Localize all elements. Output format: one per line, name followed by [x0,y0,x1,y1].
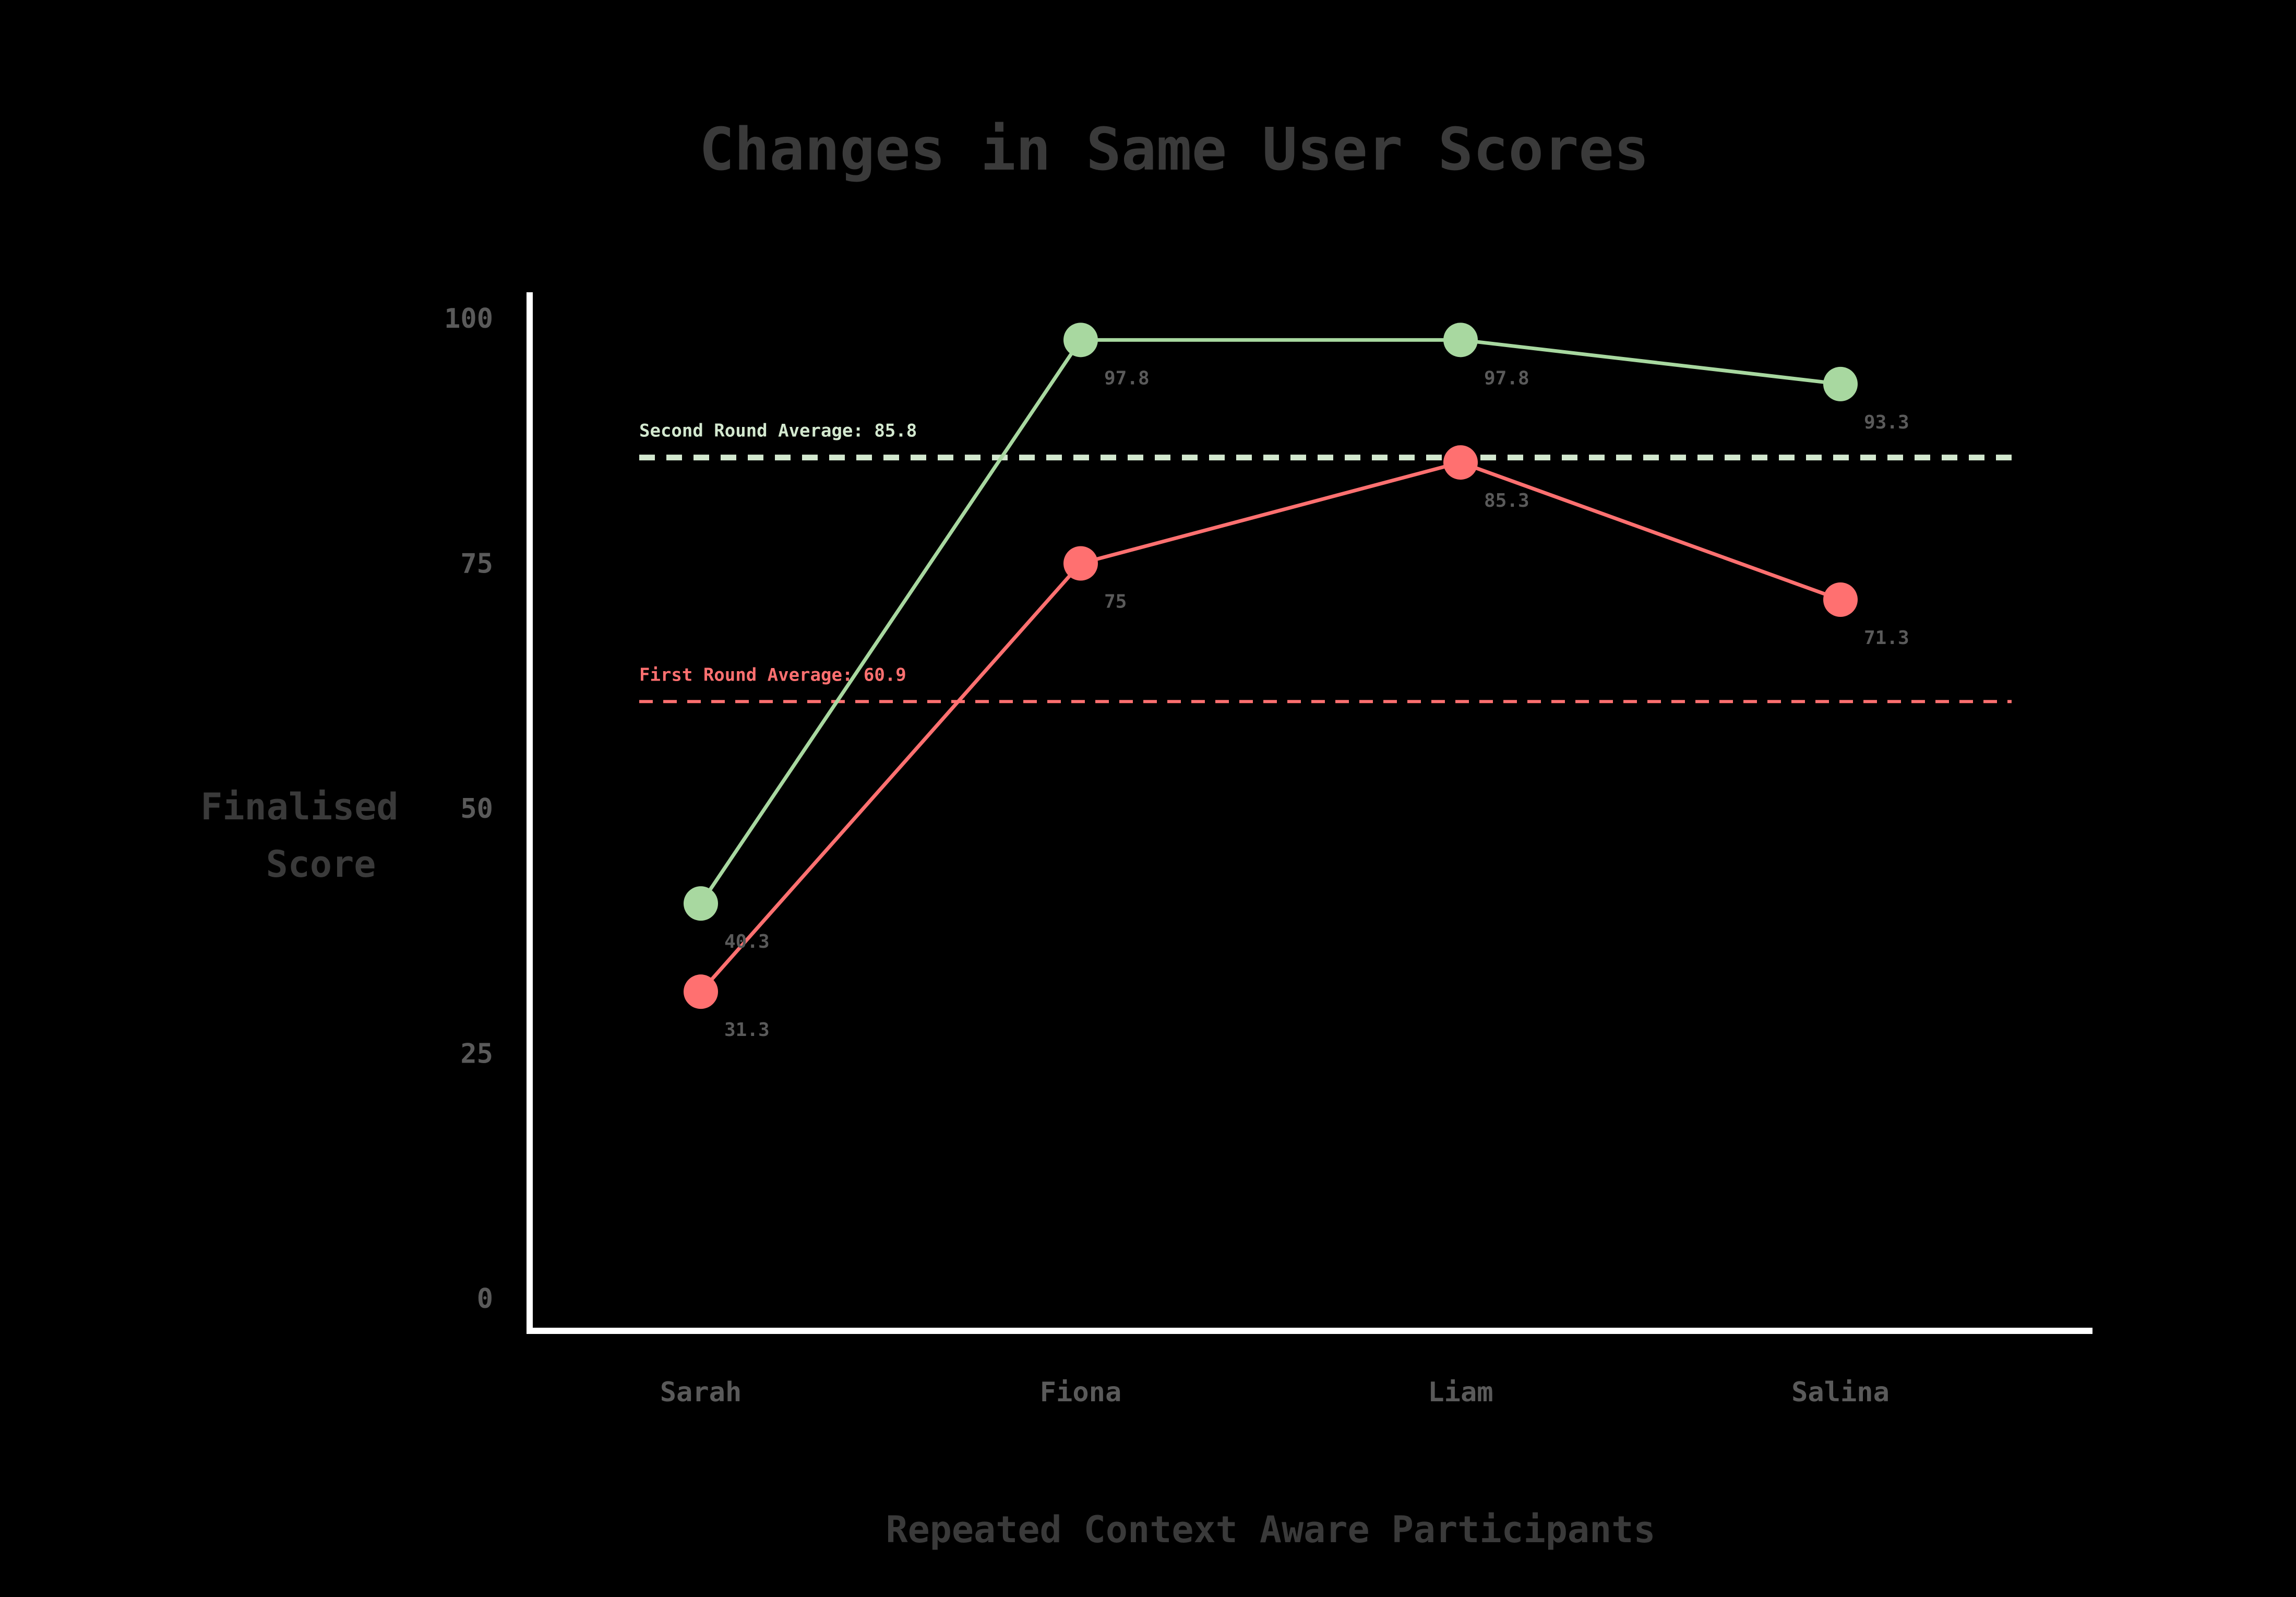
y-tick-label: 25 [460,1039,493,1070]
y-tick-labels: 0 25 50 75 100 [444,303,493,1315]
series-points [684,323,1858,1009]
y-tick-label: 100 [444,303,493,335]
data-labels: 40.3 97.8 97.8 93.3 31.3 75 85.3 71.3 [724,367,1909,1041]
series-lines [699,338,1841,993]
data-label: 31.3 [724,1019,770,1041]
y-tick-label: 75 [460,549,493,580]
data-label: 75 [1104,591,1127,613]
data-label: 85.3 [1484,490,1529,511]
data-point [684,974,718,1009]
data-point [1443,323,1478,357]
series-line [699,460,1841,993]
data-label: 71.3 [1864,627,1909,649]
x-tick-label: Fiona [1040,1377,1122,1408]
x-tick-label: Liam [1428,1377,1493,1408]
y-axis-label-line-1: Finalised [200,785,398,828]
reference-lines: Second Round Average: 85.8 First Round Av… [639,421,2012,704]
chart-title: Changes in Same User Scores [699,116,1649,184]
reference-line-label: First Round Average: 60.9 [639,664,906,685]
y-axis-label-line-2: Score [266,843,376,886]
x-tick-labels: Sarah Fiona Liam Salina [660,1377,1890,1408]
data-point [684,886,718,921]
x-axis-label: Repeated Context Aware Participants [886,1508,1655,1551]
data-point [1063,323,1098,357]
y-tick-label: 0 [477,1283,493,1315]
data-point [1443,445,1478,480]
x-tick-label: Salina [1791,1377,1890,1408]
y-axis-label: Finalised Score [200,785,420,886]
y-tick-label: 50 [460,793,493,825]
data-label: 40.3 [724,931,770,952]
data-point [1823,366,1858,401]
data-label: 93.3 [1864,412,1909,433]
reference-line-label: Second Round Average: 85.8 [639,421,917,442]
x-tick-label: Sarah [660,1377,742,1408]
series-line [699,338,1841,905]
data-label: 97.8 [1484,367,1529,389]
data-point [1063,546,1098,581]
data-label: 97.8 [1104,367,1150,389]
data-point [1823,582,1858,617]
